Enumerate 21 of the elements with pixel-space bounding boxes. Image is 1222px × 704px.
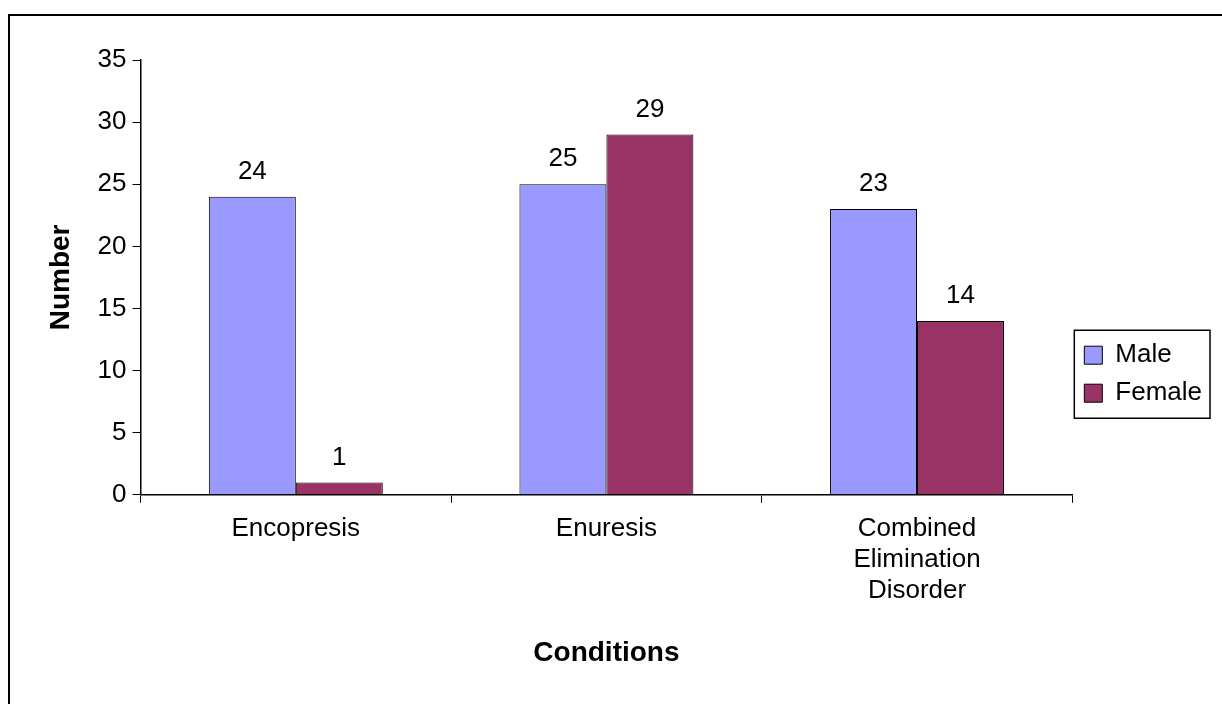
y-tick-label: 20 — [97, 229, 127, 260]
y-tick-label: 10 — [97, 353, 127, 384]
data-label: 14 — [946, 279, 975, 310]
x-tick-label: Encopresis — [231, 511, 361, 542]
y-tick-label: 30 — [97, 105, 127, 136]
x-tick-label: Combined Elimination Disorder — [853, 511, 981, 604]
y-tick-label: 5 — [112, 415, 127, 446]
data-label: 1 — [332, 440, 347, 471]
y-tick-label: 0 — [112, 477, 127, 508]
x-tick-label: Enuresis — [555, 511, 657, 542]
y-axis-title: Number — [43, 224, 75, 331]
data-label: 24 — [237, 154, 267, 185]
legend-label: Male — [1115, 338, 1172, 369]
y-tick-label: 35 — [97, 43, 127, 74]
data-label: 25 — [548, 142, 578, 173]
y-tick-label: 25 — [97, 167, 127, 198]
x-axis-title: Conditions — [533, 635, 680, 667]
y-tick-label: 15 — [97, 291, 127, 322]
data-label: 23 — [859, 167, 888, 198]
legend-label: Female — [1115, 376, 1203, 407]
data-label: 29 — [635, 92, 665, 123]
